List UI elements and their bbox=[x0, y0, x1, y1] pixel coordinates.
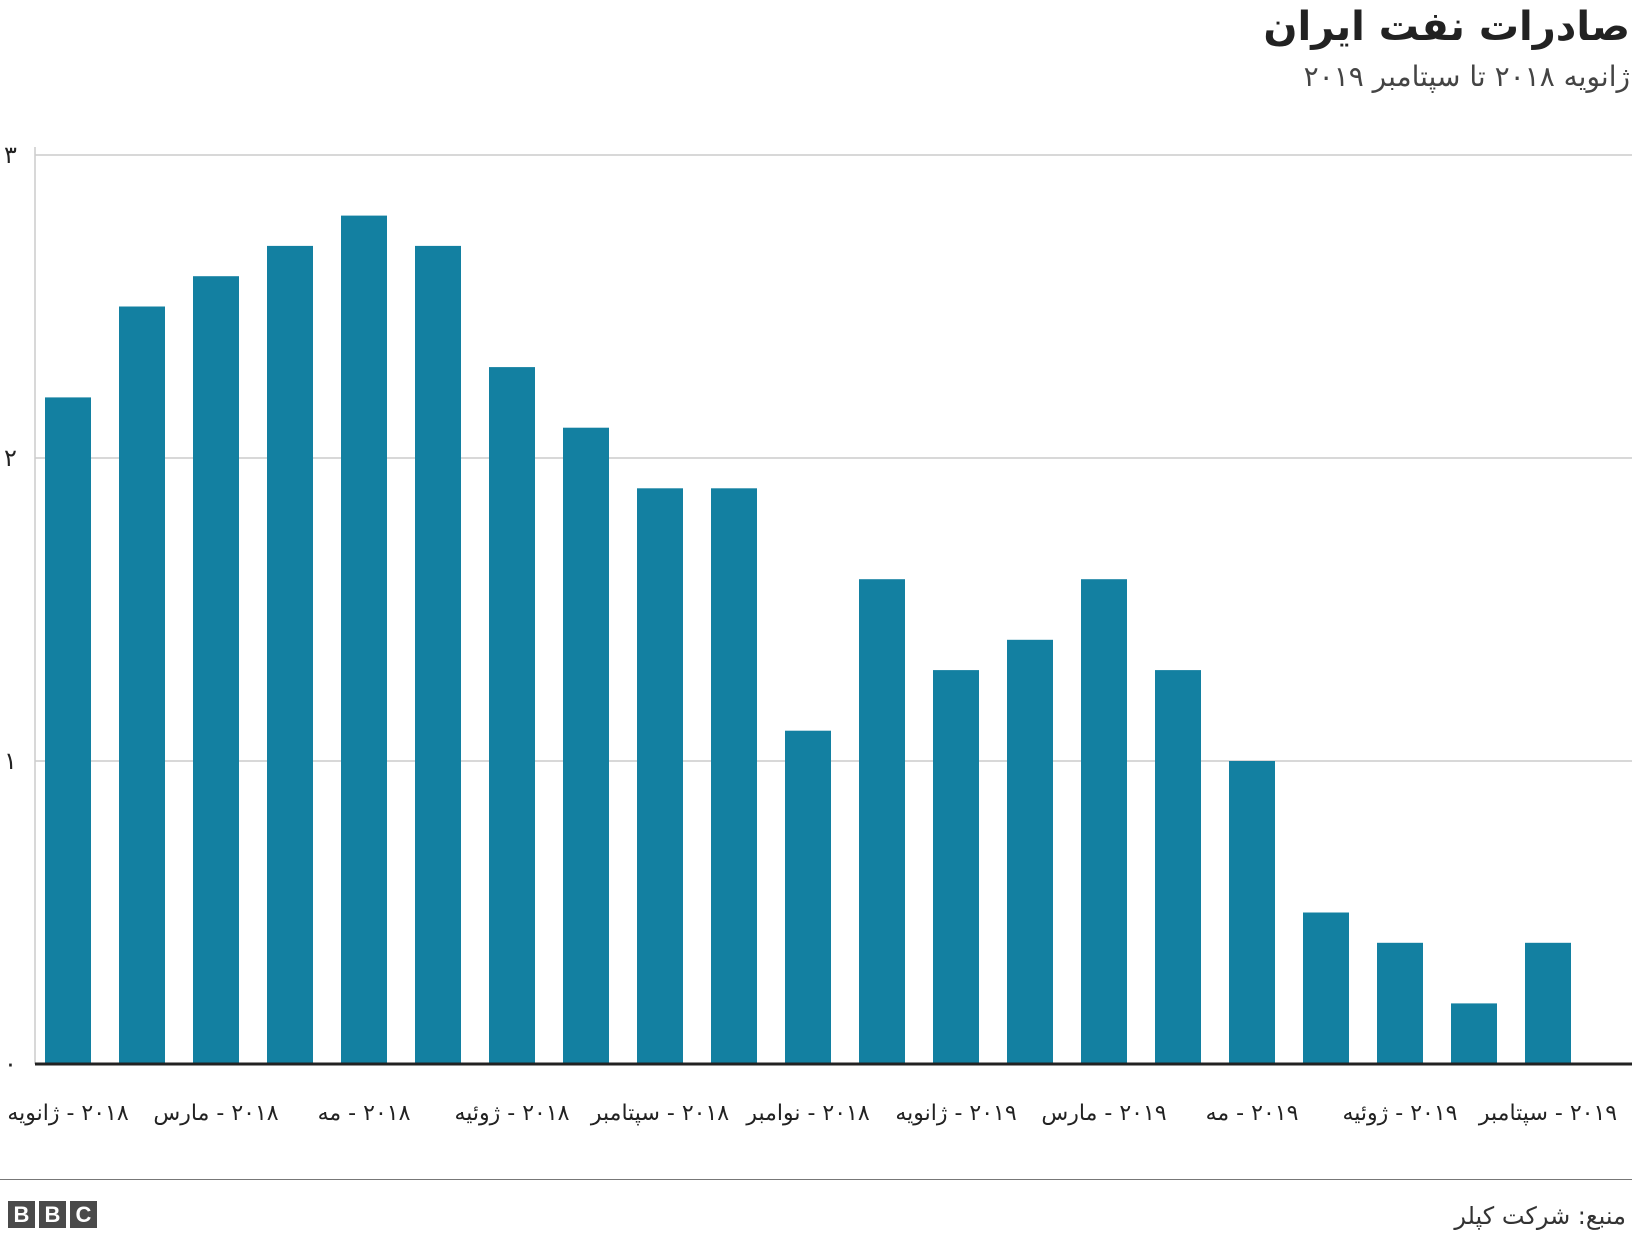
bar bbox=[859, 579, 905, 1064]
bar bbox=[1451, 1003, 1497, 1064]
x-tick-label: ۲۰۱۸ - مه bbox=[318, 1101, 411, 1126]
y-tick-label: ۲ bbox=[4, 444, 17, 472]
y-axis-ticks: ۰ ۱ ۲ ۳ bbox=[4, 141, 17, 1078]
chart-subtitle: ژانویه ۲۰۱۸ تا سپتامبر ۲۰۱۹ bbox=[1303, 60, 1630, 93]
bar bbox=[489, 367, 535, 1065]
bbc-logo-letter: B bbox=[39, 1201, 66, 1228]
bar bbox=[193, 276, 239, 1064]
bar bbox=[711, 488, 757, 1064]
chart-title: صادرات نفت ایران bbox=[1263, 4, 1630, 50]
bar bbox=[1525, 942, 1571, 1064]
bar bbox=[341, 215, 387, 1065]
bbc-logo-letter: B bbox=[8, 1201, 35, 1228]
bar bbox=[119, 306, 165, 1064]
bar bbox=[933, 670, 979, 1064]
bar bbox=[563, 427, 609, 1064]
bbc-logo-letter: C bbox=[70, 1201, 97, 1228]
x-axis-ticks: ۲۰۱۸ - ژانویه ۲۰۱۸ - مارس ۲۰۱۸ - مه ۲۰۱۸ - … bbox=[7, 1101, 1617, 1126]
footer-divider bbox=[0, 1179, 1632, 1180]
x-tick-label: ۲۰۱۸ - ژوئیه bbox=[455, 1101, 570, 1126]
bar bbox=[267, 245, 313, 1064]
x-tick-label: ۲۰۱۸ - مارس bbox=[153, 1101, 278, 1126]
bar bbox=[1081, 579, 1127, 1064]
bar bbox=[1229, 761, 1275, 1064]
bar bbox=[637, 488, 683, 1064]
x-tick-label: ۲۰۱۸ - ژانویه bbox=[7, 1101, 129, 1126]
y-tick-label: ۱ bbox=[4, 747, 17, 775]
bar bbox=[785, 730, 831, 1064]
bar bbox=[1155, 670, 1201, 1064]
bar bbox=[1377, 942, 1423, 1064]
bar bbox=[45, 397, 91, 1064]
y-tick-label: ۳ bbox=[4, 141, 17, 169]
x-tick-label: ۲۰۱۹ - ژانویه bbox=[895, 1101, 1016, 1126]
x-tick-label: ۲۰۱۹ - مه bbox=[1206, 1101, 1299, 1126]
x-tick-label: ۲۰۱۹ - سپتامبر bbox=[1478, 1101, 1617, 1126]
x-tick-label: ۲۰۱۹ - ژوئیه bbox=[1343, 1101, 1458, 1126]
bars bbox=[45, 215, 1571, 1065]
bar bbox=[1303, 912, 1349, 1064]
bar bbox=[415, 245, 461, 1064]
x-tick-label: ۲۰۱۹ - مارس bbox=[1041, 1101, 1166, 1126]
source-note: منبع: شرکت کپلر bbox=[1454, 1202, 1626, 1230]
bar bbox=[1007, 639, 1053, 1064]
x-tick-label: ۲۰۱۸ - نوامبر bbox=[745, 1101, 870, 1126]
bbc-logo: B B C bbox=[8, 1201, 97, 1228]
x-tick-label: ۲۰۱۸ - سپتامبر bbox=[590, 1101, 729, 1126]
y-tick-label: ۰ bbox=[4, 1050, 17, 1078]
